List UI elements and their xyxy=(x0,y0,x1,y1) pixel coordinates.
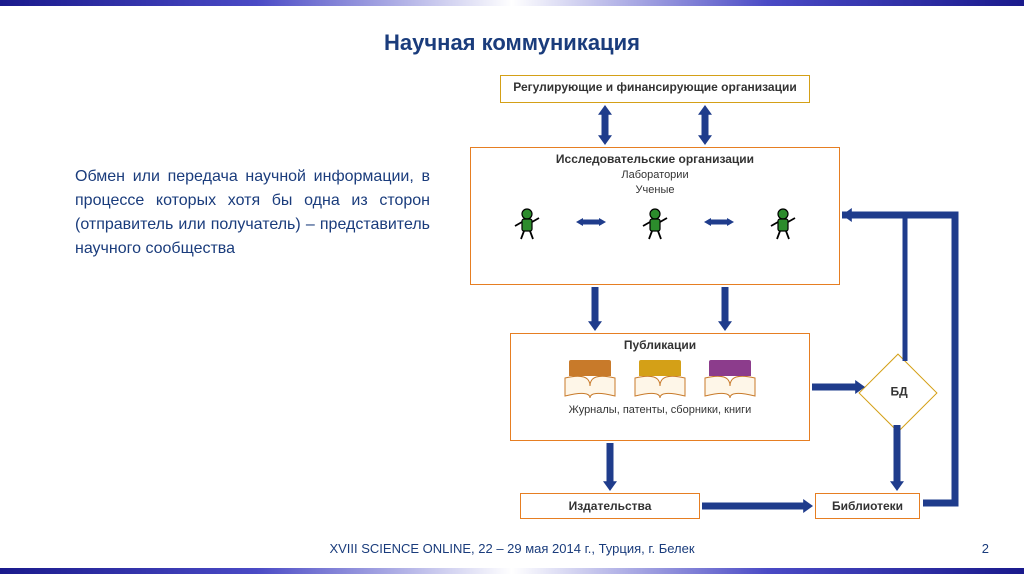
scientist-icon xyxy=(766,206,800,240)
publication-icon xyxy=(633,360,687,398)
footer-text: XVIII SCIENCE ONLINE, 22 – 29 мая 2014 г… xyxy=(0,541,1024,556)
diamond-db-label: БД xyxy=(891,384,908,398)
box-publishers-label: Издательства xyxy=(569,499,652,513)
hbidir-arrow-icon xyxy=(704,216,734,231)
box-libraries-label: Библиотеки xyxy=(832,499,903,513)
publications-row xyxy=(555,360,765,398)
box-libraries: Библиотеки xyxy=(815,493,920,519)
box-publications: Публикации Журналы, патенты, сборники, к… xyxy=(510,333,810,441)
box-publications-sub: Журналы, патенты, сборники, книги xyxy=(569,404,752,416)
publication-icon xyxy=(563,360,617,398)
box-publications-label: Публикации xyxy=(624,338,696,352)
arrows xyxy=(465,75,995,545)
box-publishers: Издательства xyxy=(520,493,700,519)
slide-title: Научная коммуникация xyxy=(0,30,1024,56)
diamond-db: БД xyxy=(858,353,937,432)
hbidir-arrow-icon xyxy=(576,216,606,231)
box-regulating-label: Регулирующие и финансирующие организации xyxy=(513,80,796,94)
box-research-sub1: Лаборатории xyxy=(621,169,688,181)
page-number: 2 xyxy=(982,541,989,556)
box-regulating: Регулирующие и финансирующие организации xyxy=(500,75,810,103)
box-research-sub2: Ученые xyxy=(636,184,675,196)
box-research-label: Исследовательские организации xyxy=(556,152,754,166)
box-research: Исследовательские организации Лаборатори… xyxy=(470,147,840,285)
bottom-border-gradient xyxy=(0,568,1024,574)
body-paragraph: Обмен или передача научной информации, в… xyxy=(75,165,430,261)
scientists-row xyxy=(510,206,800,240)
top-border-gradient xyxy=(0,0,1024,6)
scientist-icon xyxy=(510,206,544,240)
scientist-icon xyxy=(638,206,672,240)
publication-icon xyxy=(703,360,757,398)
flowchart: Регулирующие и финансирующие организации… xyxy=(465,75,995,545)
